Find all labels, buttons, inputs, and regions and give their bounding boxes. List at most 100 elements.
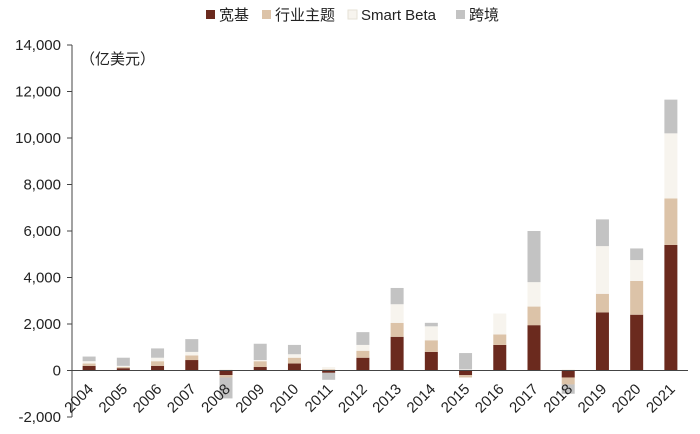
y-tick-label: 4,000: [23, 270, 61, 287]
legend-label-2: Smart Beta: [361, 7, 437, 24]
bar-segment-2007-3: [185, 339, 199, 352]
x-tick-label: 2004: [61, 381, 97, 417]
bar-segment-2018-0: [561, 370, 575, 378]
bars: [82, 99, 678, 399]
legend-label-1: 行业主题: [275, 7, 335, 24]
legend-label-3: 跨境: [469, 6, 499, 24]
bar-segment-2012-1: [356, 350, 370, 358]
bar-segment-2021-2: [664, 133, 678, 199]
bar-segment-2021-0: [664, 244, 678, 371]
bar-segment-2013-0: [390, 336, 404, 371]
bar-segment-2021-3: [664, 99, 678, 134]
legend-swatch-3: [456, 10, 465, 19]
y-tick-label: 8,000: [23, 177, 61, 194]
x-tick-label: 2015: [438, 381, 474, 417]
bar-segment-2011-2: [322, 367, 336, 370]
y-tick-label: 6,000: [23, 223, 61, 240]
bar-segment-2010-3: [287, 344, 301, 355]
bar-segment-2016-1: [493, 334, 507, 345]
bar-segment-2006-0: [151, 365, 165, 371]
bar-segment-2020-2: [630, 260, 644, 281]
bar-segment-2008-0: [219, 370, 233, 376]
bar-segment-2004-2: [82, 361, 96, 364]
bar-segment-2009-1: [253, 361, 267, 368]
bar-segment-2020-0: [630, 314, 644, 371]
bar-segment-2004-3: [82, 356, 96, 362]
bar-segment-2011-0: [322, 370, 336, 373]
x-tick-label: 2013: [369, 381, 405, 417]
y-tick-label: 2,000: [23, 316, 61, 333]
bar-segment-2009-2: [253, 360, 267, 362]
x-tick-label: 2017: [506, 381, 542, 417]
y-tick-label: 0: [53, 363, 61, 380]
x-tick-label: 2011: [302, 381, 337, 416]
bar-segment-2005-0: [116, 368, 130, 371]
bar-segment-2017-3: [527, 231, 541, 283]
bar-segment-2006-3: [151, 348, 165, 358]
x-tick-label: 2010: [267, 381, 303, 417]
x-tick-label: 2007: [164, 381, 200, 417]
x-tick-label: 2014: [404, 381, 440, 417]
bar-segment-2010-1: [287, 357, 301, 364]
bar-segment-2010-0: [287, 363, 301, 371]
y-tick-label: 12,000: [15, 84, 61, 101]
bar-segment-2004-0: [82, 365, 96, 371]
bar-segment-2019-3: [595, 219, 609, 247]
bar-segment-2019-0: [595, 312, 609, 371]
y-tick-label: -2,000: [18, 409, 61, 426]
bar-segment-2015-3: [459, 353, 473, 370]
bar-segment-2007-2: [185, 351, 199, 356]
bar-segment-2004-1: [82, 363, 96, 366]
x-tick-label: 2021: [643, 381, 679, 417]
bar-segment-2015-2: [459, 369, 473, 371]
x-tick-label: 2005: [96, 381, 132, 417]
bar-segment-2020-3: [630, 248, 644, 261]
bar-segment-2019-2: [595, 246, 609, 294]
x-tick-label: 2020: [609, 381, 645, 417]
bar-segment-2013-2: [390, 304, 404, 323]
bar-segment-2009-3: [253, 343, 267, 361]
x-tick-label: 2016: [472, 381, 508, 417]
legend-swatch-2: [347, 9, 358, 20]
bar-segment-2008-1: [219, 375, 233, 378]
bar-segment-2011-1: [322, 369, 336, 371]
y-unit-label: （亿美元）: [80, 51, 155, 68]
legend: 宽基 行业主题 Smart Beta 跨境: [206, 6, 499, 24]
bar-segment-2011-3: [322, 372, 336, 380]
legend-label-0: 宽基: [219, 7, 249, 24]
bar-segment-2020-1: [630, 280, 644, 315]
bar-segment-2015-0: [459, 370, 473, 376]
bar-segment-2006-2: [151, 357, 165, 362]
bar-segment-2018-2: [561, 369, 575, 371]
legend-swatch-0: [206, 10, 215, 19]
bar-segment-2012-3: [356, 332, 370, 345]
bar-segment-2005-3: [116, 357, 130, 366]
bar-segment-2008-3: [219, 377, 233, 399]
bar-segment-2015-1: [459, 375, 473, 378]
bar-segment-2009-0: [253, 367, 267, 371]
bar-segment-2006-1: [151, 361, 165, 366]
bar-segment-2014-3: [424, 322, 438, 327]
bar-segment-2017-2: [527, 282, 541, 307]
bar-segment-2016-2: [493, 313, 507, 335]
bar-segment-2013-3: [390, 287, 404, 305]
legend-swatch-1: [262, 10, 271, 19]
x-tick-label: 2019: [575, 381, 611, 417]
bar-segment-2017-1: [527, 306, 541, 326]
y-tick-label: 10,000: [15, 130, 61, 147]
bar-segment-2014-2: [424, 326, 438, 341]
bar-segment-2014-0: [424, 351, 438, 371]
bar-segment-2018-1: [561, 377, 575, 385]
bar-segment-2021-1: [664, 198, 678, 245]
bar-segment-2018-3: [561, 384, 575, 394]
bar-segment-2019-1: [595, 293, 609, 313]
x-tick-label: 2009: [232, 381, 268, 417]
bar-segment-2013-1: [390, 322, 404, 337]
bar-segment-2005-2: [116, 365, 130, 368]
y-tick-label: 14,000: [15, 37, 61, 54]
x-tick-label: 2012: [335, 381, 371, 417]
bar-segment-2016-0: [493, 344, 507, 371]
